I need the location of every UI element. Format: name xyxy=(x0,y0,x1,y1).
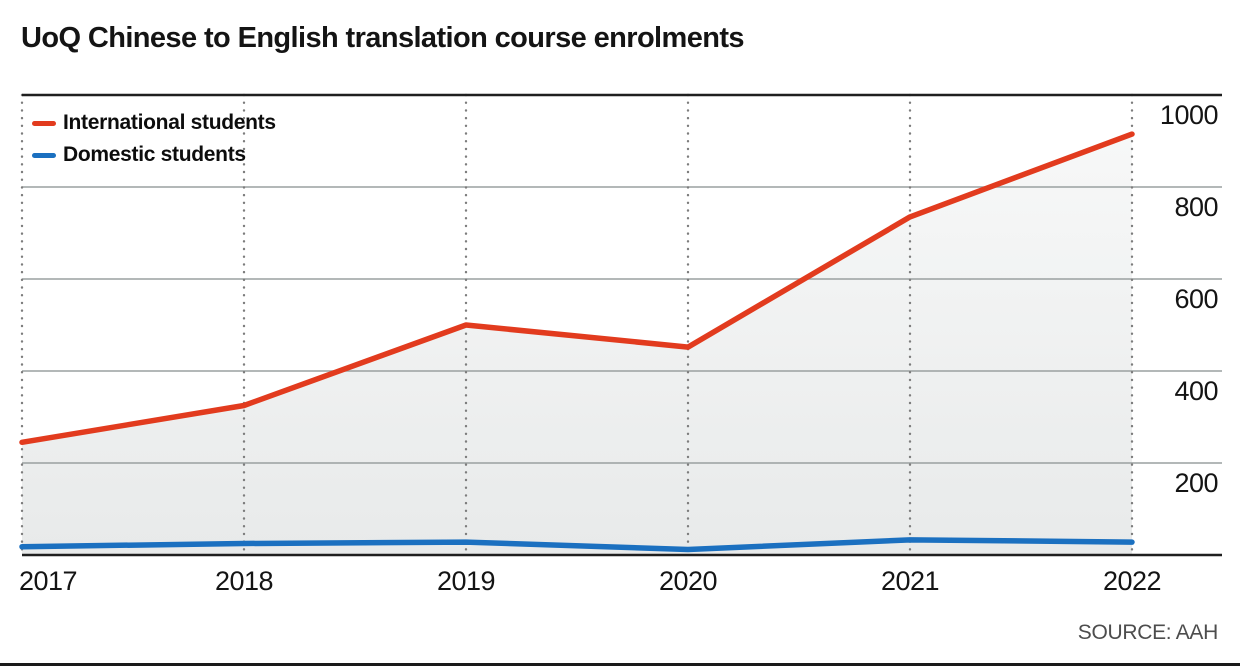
source-label: SOURCE: AAH xyxy=(1077,621,1219,644)
legend-label-international-students: International students xyxy=(63,111,276,134)
chart-title: UoQ Chinese to English translation cours… xyxy=(21,22,745,54)
x-tick-label-2020: 2020 xyxy=(658,566,718,596)
x-tick-label-2018: 2018 xyxy=(214,566,274,596)
legend-label-domestic-students: Domestic students xyxy=(63,143,246,166)
area-fill-international xyxy=(22,134,1132,555)
legend-swatch-domestic-icon xyxy=(32,152,56,158)
legend: International students Domestic students xyxy=(32,107,276,171)
y-tick-label-200: 200 xyxy=(1174,468,1218,498)
y-tick-label-800: 800 xyxy=(1174,192,1218,222)
x-tick-label-2021: 2021 xyxy=(880,566,940,596)
legend-item-domestic-students: Domestic students xyxy=(32,139,276,171)
legend-swatch-international-icon xyxy=(32,120,56,126)
x-tick-label-2019: 2019 xyxy=(436,566,496,596)
line-series-international xyxy=(19,131,1135,446)
x-tick-label-2017: 2017 xyxy=(19,566,78,596)
line-series-domestic xyxy=(19,537,1135,553)
x-tick-label-2022: 2022 xyxy=(1102,566,1162,596)
bottom-rule-divider xyxy=(0,663,1240,666)
y-tick-label-1000: 1000 xyxy=(1159,100,1219,130)
y-tick-label-400: 400 xyxy=(1174,376,1218,406)
y-tick-label-600: 600 xyxy=(1174,284,1218,314)
legend-item-international-students: International students xyxy=(32,107,276,139)
